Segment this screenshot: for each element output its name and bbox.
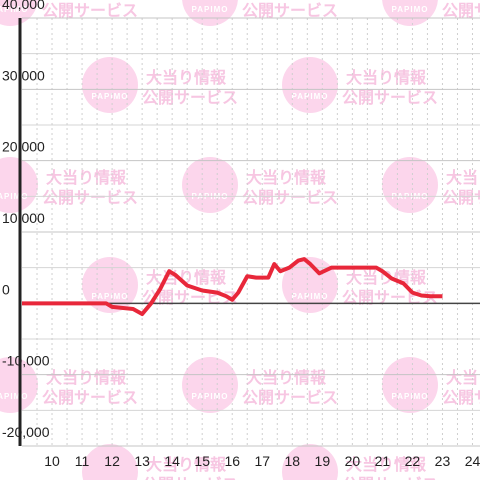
watermark-text: 公開サービス <box>42 189 138 207</box>
watermark-text: 公開サービス <box>342 476 438 480</box>
watermark-text: 大当り情報 <box>246 168 327 187</box>
watermark-text: 大当り情報 <box>346 268 427 287</box>
watermark-logo: PAPIMO <box>392 5 429 14</box>
watermark-text: 公開サービス <box>42 389 138 407</box>
x-tick-label: 14 <box>164 453 180 469</box>
y-tick-label: 0 <box>2 281 10 297</box>
y-tick-label: 30,000 <box>2 67 45 83</box>
watermark-text: 大当り情報 <box>146 68 227 87</box>
x-tick-label: 22 <box>405 453 421 469</box>
watermark-text: 公開サービス <box>142 476 238 480</box>
watermark-logo: PAPIMO <box>192 392 229 401</box>
x-tick-label: 20 <box>345 453 361 469</box>
x-tick-label: 11 <box>75 453 90 469</box>
watermark-text: 公開サービス <box>242 2 338 20</box>
watermark-text: 大当り情報 <box>446 368 480 387</box>
watermark-text: 大当り情報 <box>346 455 427 474</box>
watermark-text: 公開サービス <box>42 2 138 20</box>
watermark-text: 公開サービス <box>142 89 238 107</box>
watermark-text: 公開サービス <box>442 389 480 407</box>
watermark-circle <box>282 444 338 480</box>
x-tick-label: 16 <box>224 453 240 469</box>
watermark-text: 大当り情報 <box>46 168 127 187</box>
watermark-logo: PAPIMO <box>292 92 329 101</box>
watermark-logo: PAPIMO <box>0 192 28 201</box>
y-tick-label: -20,000 <box>2 424 50 440</box>
watermark-circle <box>382 357 438 413</box>
x-tick-label: 13 <box>134 453 150 469</box>
watermark-text: 公開サービス <box>442 2 480 20</box>
x-tick-label: 17 <box>254 453 270 469</box>
y-tick-label: 10,000 <box>2 210 45 226</box>
watermark-text: 大当り情報 <box>146 455 227 474</box>
x-tick-label: 15 <box>194 453 210 469</box>
watermark-text: 公開サービス <box>442 189 480 207</box>
x-tick-label: 18 <box>285 453 301 469</box>
watermark-text: 公開サービス <box>342 289 438 307</box>
watermark-logo: PAPIMO <box>392 392 429 401</box>
watermark-text: 大当り情報 <box>46 368 127 387</box>
watermark-logo: PAPIMO <box>92 92 129 101</box>
watermark-circle <box>182 0 238 26</box>
watermark-logo: PAPIMO <box>192 5 229 14</box>
watermark-logo: PAPIMO <box>92 292 129 301</box>
watermark-text: 大当り情報 <box>246 368 327 387</box>
watermark-circle <box>82 57 138 113</box>
watermark-text: 公開サービス <box>242 189 338 207</box>
watermark-logo: PAPIMO <box>0 392 28 401</box>
y-tick-label: 20,000 <box>2 139 45 155</box>
watermark-text: 公開サービス <box>342 89 438 107</box>
watermark-circle <box>182 357 238 413</box>
x-tick-label: 12 <box>104 453 120 469</box>
watermark-circle <box>0 0 38 26</box>
x-tick-label: 21 <box>375 453 391 469</box>
y-tick-label: 40,000 <box>2 0 45 12</box>
watermark-circle <box>282 57 338 113</box>
x-tick-label: 10 <box>44 453 60 469</box>
x-tick-label: 19 <box>315 453 331 469</box>
watermark-circle <box>82 257 138 313</box>
x-tick-label: 23 <box>435 453 451 469</box>
watermark-circle <box>182 157 238 213</box>
watermark-circle <box>382 0 438 26</box>
watermark-logo: PAPIMO <box>0 5 28 14</box>
watermark-text: 公開サービス <box>242 389 338 407</box>
data-line <box>22 257 443 317</box>
x-tick-label: 24 <box>465 453 480 469</box>
watermark-text: 大当り情報 <box>346 68 427 87</box>
watermark-logo: PAPIMO <box>292 292 329 301</box>
watermark-circle <box>82 444 138 480</box>
y-tick-label: -10,000 <box>2 353 50 369</box>
watermark-circle <box>382 157 438 213</box>
watermark-text: 大当り情報 <box>446 168 480 187</box>
